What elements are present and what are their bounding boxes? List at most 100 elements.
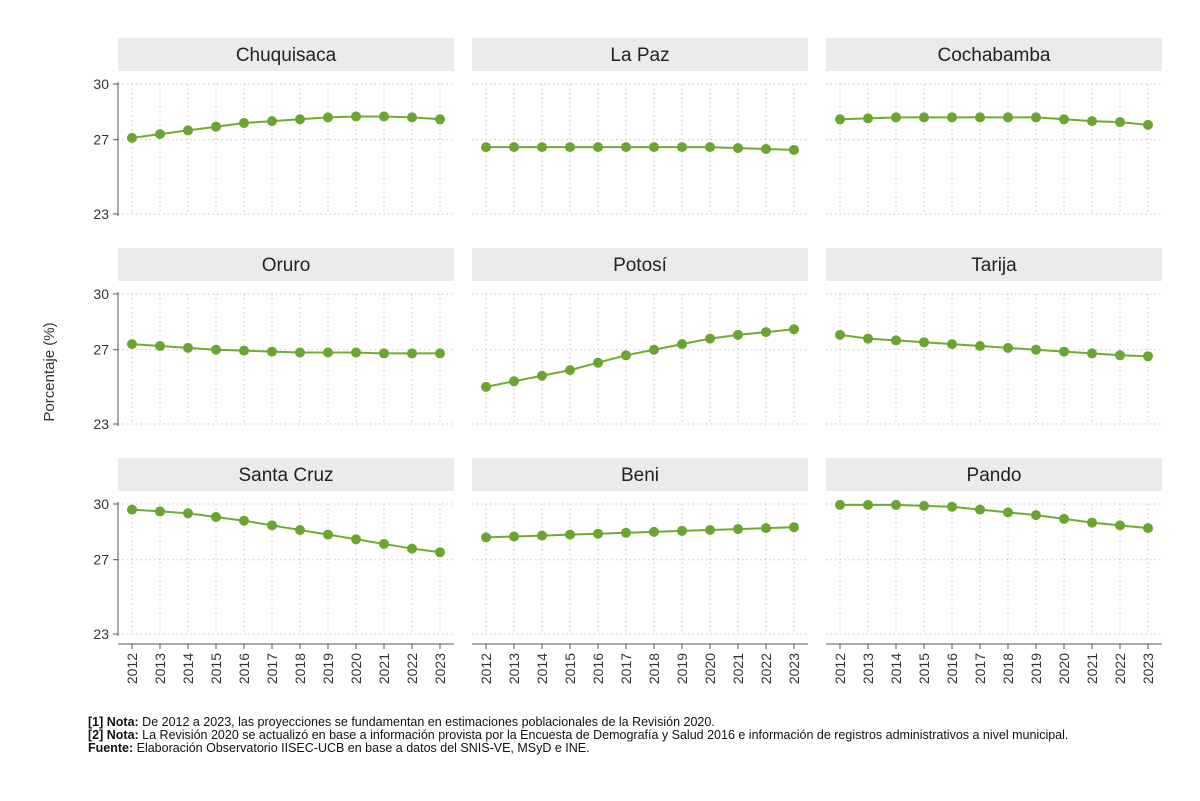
data-point-pando — [1059, 513, 1069, 524]
x-tick-label: 2018 — [292, 653, 308, 684]
data-point-santa-cruz — [183, 508, 193, 519]
x-tick-label: 2020 — [1056, 653, 1072, 684]
y-tick-label: 30 — [93, 496, 109, 512]
data-point-oruro — [127, 339, 137, 350]
x-tick-label: 2023 — [1140, 653, 1156, 684]
data-point-la-paz — [481, 142, 491, 153]
y-tick-label: 27 — [93, 342, 109, 358]
y-tick-label: 30 — [93, 286, 109, 302]
data-point-tarija — [835, 329, 845, 340]
data-point-potosi — [509, 376, 519, 387]
series-line-santa-cruz — [131, 508, 441, 554]
data-point-oruro — [267, 346, 277, 357]
x-tick-label: 2017 — [972, 653, 988, 684]
x-tick-label: 2018 — [646, 653, 662, 684]
data-point-chuquisaca — [323, 112, 333, 123]
data-point-cochabamba — [975, 112, 985, 123]
data-point-santa-cruz — [379, 538, 389, 549]
panel-header-tarija — [826, 248, 1162, 281]
panel-header-potosi — [472, 248, 808, 281]
data-point-pando — [1087, 517, 1097, 528]
data-point-la-paz — [565, 142, 575, 153]
data-point-beni — [761, 523, 771, 534]
data-point-la-paz — [733, 143, 743, 154]
series-line-potosi — [485, 328, 795, 388]
series-line-oruro — [131, 343, 440, 355]
x-tick-label: 2020 — [348, 653, 364, 684]
footnotes: [1] Nota: De 2012 a 2023, las proyeccion… — [88, 716, 1068, 755]
data-point-cochabamba — [947, 112, 957, 123]
x-tick-label: 2022 — [1112, 653, 1128, 684]
data-point-la-paz — [593, 142, 603, 153]
x-tick-label: 2013 — [860, 653, 876, 684]
data-point-chuquisaca — [295, 114, 305, 125]
data-point-oruro — [323, 347, 333, 358]
data-point-chuquisaca — [379, 111, 389, 122]
data-point-oruro — [435, 348, 445, 359]
panel-header-oruro — [118, 248, 454, 281]
data-point-cochabamba — [891, 112, 901, 123]
data-point-beni — [481, 532, 491, 543]
data-point-beni — [705, 525, 715, 535]
x-tick-label: 2014 — [180, 653, 196, 684]
x-tick-label: 2012 — [478, 653, 494, 684]
panel-title-tarija: Tarija — [971, 255, 1017, 276]
x-tick-label: 2021 — [730, 653, 746, 684]
x-tick-label: 2022 — [758, 653, 774, 684]
data-point-cochabamba — [863, 113, 873, 124]
data-point-santa-cruz — [239, 515, 249, 526]
data-point-la-paz — [789, 144, 799, 155]
data-point-chuquisaca — [155, 129, 165, 140]
data-point-santa-cruz — [155, 506, 165, 517]
x-tick-label: 2016 — [944, 653, 960, 684]
data-point-tarija — [1087, 348, 1097, 359]
x-tick-label: 2012 — [124, 653, 140, 684]
series-line-tarija — [839, 333, 1149, 358]
data-point-santa-cruz — [323, 529, 333, 540]
data-point-tarija — [863, 333, 873, 344]
x-tick-label: 2022 — [404, 653, 420, 684]
x-tick-label: 2015 — [562, 653, 578, 684]
panel-title-la-paz: La Paz — [610, 45, 669, 66]
data-point-beni — [677, 525, 687, 536]
data-point-cochabamba — [1003, 112, 1013, 123]
data-point-pando — [1115, 520, 1125, 531]
source-note: Fuente: Elaboración Observatorio IISEC-U… — [88, 741, 590, 755]
data-point-beni — [593, 528, 603, 539]
x-tick-label: 2012 — [832, 653, 848, 684]
panel-title-oruro: Oruro — [262, 255, 311, 276]
data-point-la-paz — [537, 142, 547, 153]
x-tick-label: 2014 — [888, 653, 904, 684]
series-line-beni — [485, 526, 795, 539]
x-tick-label: 2013 — [506, 653, 522, 684]
data-point-potosi — [733, 329, 743, 340]
x-tick-label: 2023 — [432, 653, 448, 684]
data-point-pando — [891, 499, 901, 510]
data-point-la-paz — [509, 142, 519, 153]
data-point-tarija — [947, 339, 957, 350]
x-tick-label: 2021 — [376, 653, 392, 684]
panel-title-beni: Beni — [621, 465, 659, 486]
data-point-cochabamba — [1059, 114, 1069, 125]
data-point-potosi — [565, 365, 575, 376]
data-point-la-paz — [677, 142, 687, 153]
y-tick-label: 27 — [93, 552, 109, 568]
y-tick-label: 27 — [93, 132, 109, 148]
data-point-potosi — [761, 327, 771, 338]
data-point-chuquisaca — [239, 118, 249, 128]
data-point-santa-cruz — [267, 520, 277, 531]
x-tick-label: 2014 — [534, 653, 550, 684]
data-point-chuquisaca — [435, 114, 445, 125]
data-point-tarija — [975, 341, 985, 351]
data-point-oruro — [183, 342, 193, 353]
x-tick-label: 2015 — [208, 653, 224, 684]
y-tick-label: 23 — [93, 626, 109, 642]
y-axis-label: Porcentaje (%) — [41, 322, 58, 421]
data-point-chuquisaca — [211, 121, 221, 132]
x-tick-label: 2019 — [674, 653, 690, 684]
series-line-chuquisaca — [131, 115, 441, 139]
data-point-pando — [975, 504, 985, 515]
panel-title-cochabamba: Cochabamba — [937, 45, 1050, 66]
panel-title-chuquisaca: Chuquisaca — [236, 45, 337, 66]
data-point-pando — [1031, 510, 1041, 521]
